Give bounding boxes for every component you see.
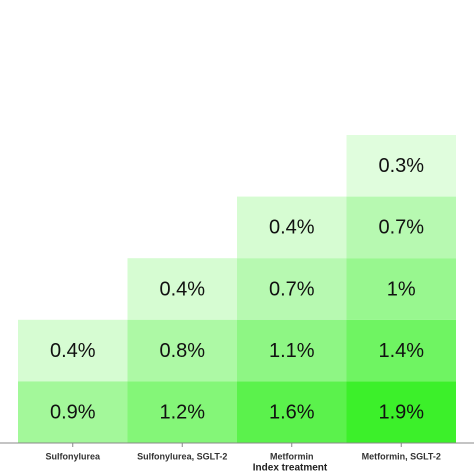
heatmap-cell	[127, 319, 237, 382]
cell-label: 0.4%	[50, 340, 96, 362]
heatmap-cell	[18, 319, 128, 382]
cell-label: 0.3%	[378, 155, 424, 177]
heatmap-cell	[346, 319, 456, 382]
cell-label: 1.9%	[378, 401, 424, 423]
heatmap-cell	[18, 381, 128, 443]
cell-label: 1.2%	[159, 401, 205, 423]
cell-label: 0.7%	[269, 278, 315, 300]
x-tick-label: Metformin	[270, 451, 314, 461]
heatmap-cell	[127, 381, 237, 443]
cell-label: 1.1%	[269, 340, 315, 362]
heatmap-cell	[346, 258, 456, 320]
heatmap-cell	[346, 196, 456, 259]
heatmap-cell	[237, 196, 347, 259]
cell-label: 0.9%	[50, 401, 96, 423]
cell-label: 1.6%	[269, 401, 315, 423]
heatmap-cell	[237, 381, 347, 443]
x-tick-label: Sulfonylurea, SGLT-2	[137, 451, 227, 461]
cell-label: 0.7%	[378, 217, 424, 239]
x-tick-label: Metformin, SGLT-2	[362, 451, 441, 461]
heatmap-cell	[237, 319, 347, 382]
cell-label: 0.4%	[269, 217, 315, 239]
cell-label: 1.4%	[378, 340, 424, 362]
heatmap-cell	[237, 258, 347, 320]
x-tick-label: Sulfonylurea	[45, 451, 101, 461]
cell-label: 0.4%	[159, 278, 205, 300]
heatmap-cell	[346, 135, 456, 197]
heatmap-cell	[346, 381, 456, 443]
cell-label: 0.8%	[159, 340, 205, 362]
cell-label: 1%	[387, 278, 416, 300]
x-axis-title: Index treatment	[253, 463, 328, 474]
heatmap-cell	[127, 258, 237, 320]
